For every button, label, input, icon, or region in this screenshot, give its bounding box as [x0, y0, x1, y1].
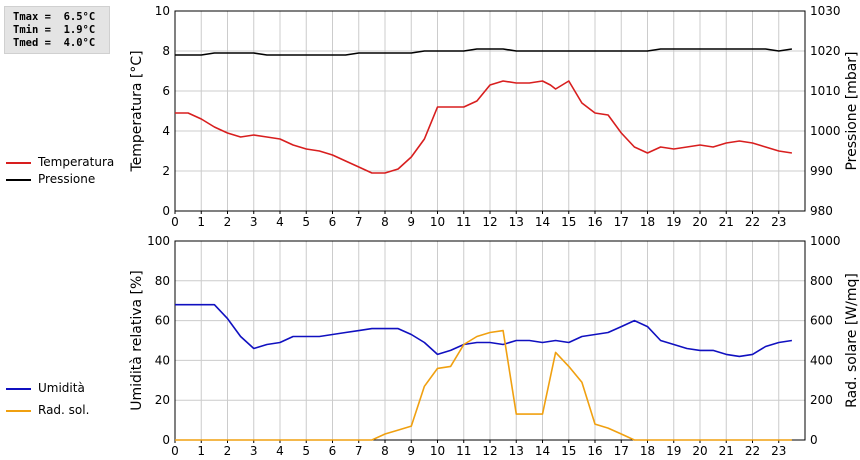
y-tick-label-right: 0: [810, 433, 818, 447]
x-tick-label: 0: [171, 215, 179, 229]
y-tick-label-left: 80: [155, 274, 170, 288]
x-tick-label: 8: [381, 215, 389, 229]
chart-panel-1: 0 1 2 3 4 5 6 7 8 9 10 11 12 13 14 15 16 17 18 19 20 21 22 2302…: [129, 234, 860, 458]
x-tick-label: 9: [407, 215, 415, 229]
x-tick-label: 21: [719, 444, 734, 458]
y-axis-label-left: Umidità relativa [%]: [129, 270, 145, 411]
x-tick-label: 8: [381, 444, 389, 458]
legend-swatch-pressure: [6, 179, 31, 181]
y-tick-label-left: 20: [155, 393, 170, 407]
x-tick-label: 23: [771, 444, 786, 458]
y-tick-label-right: 990: [810, 164, 833, 178]
x-tick-label: 22: [745, 444, 760, 458]
x-tick-label: 5: [302, 444, 310, 458]
x-tick-label: 19: [666, 215, 681, 229]
chart-panel-0: 0 1 2 3 4 5 6 7 8 9 10 11 12 13 14 15 16 17 18 19 20 21 22 2302…: [129, 4, 860, 229]
x-tick-label: 17: [614, 444, 629, 458]
y-axis-label-right: Rad. solare [W/mq]: [844, 273, 860, 408]
x-tick-label: 14: [535, 444, 550, 458]
x-tick-label: 4: [276, 215, 284, 229]
legend-label-temperature: Temperatura: [38, 155, 115, 169]
y-tick-label-left: 100: [147, 234, 170, 248]
x-tick-label: 4: [276, 444, 284, 458]
stat-tmax: Tmax = 6.5°C: [13, 11, 96, 23]
x-tick-label: 21: [719, 215, 734, 229]
y-tick-label-right: 200: [810, 393, 833, 407]
x-tick-label: 7: [355, 444, 363, 458]
x-tick-label: 16: [587, 444, 602, 458]
stats-box: Tmax = 6.5°C Tmin = 1.9°C Tmed = 4.0°C: [4, 6, 110, 54]
x-tick-label: 11: [456, 444, 471, 458]
stat-tmin: Tmin = 1.9°C: [13, 24, 96, 36]
x-tick-label: 19: [666, 444, 681, 458]
x-tick-label: 6: [329, 215, 337, 229]
y-tick-label-left: 40: [155, 353, 170, 367]
y-tick-label-left: 0: [162, 204, 170, 218]
x-tick-label: 3: [250, 444, 258, 458]
y-tick-label-left: 2: [162, 164, 170, 178]
y-axis-label-left: Temperatura [°C]: [129, 50, 145, 172]
x-tick-label: 20: [692, 215, 707, 229]
x-tick-label: 18: [640, 215, 655, 229]
x-tick-label: 0: [171, 444, 179, 458]
y-tick-label-right: 1030: [810, 4, 841, 18]
x-tick-label: 7: [355, 215, 363, 229]
x-tick-label: 13: [509, 444, 524, 458]
y-tick-label-left: 6: [162, 84, 170, 98]
y-tick-label-left: 60: [155, 314, 170, 328]
x-tick-label: 12: [482, 444, 497, 458]
x-tick-label: 14: [535, 215, 550, 229]
y-tick-label-left: 8: [162, 44, 170, 58]
x-tick-label: 17: [614, 215, 629, 229]
y-tick-label-right: 1010: [810, 84, 841, 98]
x-tick-label: 23: [771, 215, 786, 229]
y-tick-label-right: 400: [810, 353, 833, 367]
legend-label-pressure: Pressione: [38, 172, 96, 186]
x-tick-label: 10: [430, 444, 445, 458]
series-line-pressione: [175, 48, 793, 56]
legend-swatch-radiation: [6, 410, 31, 412]
x-tick-label: 2: [224, 215, 232, 229]
x-tick-label: 6: [329, 444, 337, 458]
x-tick-label: 1: [197, 444, 205, 458]
x-tick-label: 11: [456, 215, 471, 229]
x-tick-label: 10: [430, 215, 445, 229]
y-tick-label-right: 1000: [810, 234, 841, 248]
legend-label-radiation: Rad. sol.: [38, 403, 90, 417]
y-tick-label-right: 800: [810, 274, 833, 288]
y-tick-label-left: 0: [162, 433, 170, 447]
legend-swatch-humidity: [6, 388, 31, 390]
legend-label-humidity: Umidità: [38, 381, 85, 395]
y-tick-label-right: 600: [810, 314, 833, 328]
series-line-umidit-: [175, 303, 793, 358]
x-tick-label: 3: [250, 215, 258, 229]
legend-swatch-temperature: [6, 162, 31, 164]
y-tick-label-left: 4: [162, 124, 170, 138]
x-tick-label: 18: [640, 444, 655, 458]
x-tick-label: 2: [224, 444, 232, 458]
y-tick-label-right: 1000: [810, 124, 841, 138]
x-tick-label: 16: [587, 215, 602, 229]
x-tick-label: 9: [407, 444, 415, 458]
x-tick-label: 13: [509, 215, 524, 229]
stat-tmed: Tmed = 4.0°C: [13, 37, 96, 49]
y-axis-label-right: Pressione [mbar]: [844, 51, 860, 170]
x-tick-label: 12: [482, 215, 497, 229]
x-tick-label: 1: [197, 215, 205, 229]
y-tick-label-left: 10: [155, 4, 170, 18]
x-tick-label: 20: [692, 444, 707, 458]
x-tick-label: 15: [561, 215, 576, 229]
y-tick-label-right: 980: [810, 204, 833, 218]
y-tick-label-right: 1020: [810, 44, 841, 58]
series-line-temperatura: [175, 80, 793, 174]
x-tick-label: 22: [745, 215, 760, 229]
x-tick-label: 15: [561, 444, 576, 458]
series-line-rad-sol-: [175, 329, 792, 441]
x-tick-label: 5: [302, 215, 310, 229]
